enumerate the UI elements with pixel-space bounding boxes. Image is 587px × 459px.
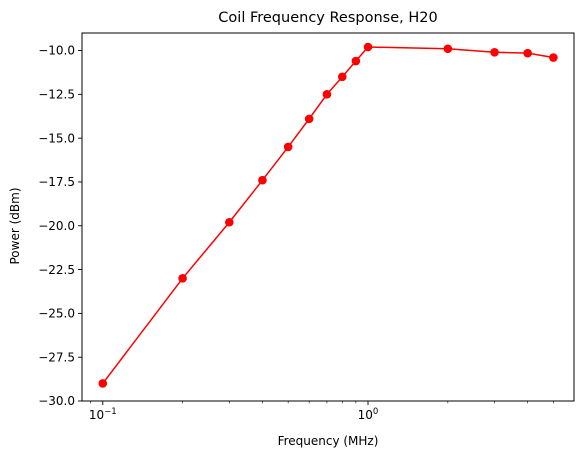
series-group	[98, 42, 558, 388]
y-tick-label: −12.5	[38, 88, 75, 102]
data-point	[304, 114, 314, 124]
y-tick-label: −20.0	[38, 219, 75, 233]
y-axis-label: Power (dBm)	[8, 188, 22, 265]
data-point	[178, 274, 187, 283]
x-ticks: 10−1 100	[89, 401, 554, 422]
data-point	[98, 379, 108, 388]
data-point	[322, 90, 332, 99]
y-tick-label: −27.5	[38, 350, 75, 364]
chart-title: Coil Frequency Response, H20	[218, 10, 437, 26]
data-point	[225, 217, 234, 227]
data-point	[443, 44, 453, 54]
data-point	[283, 142, 293, 152]
y-tick-label: −10.0	[38, 44, 75, 58]
series-line	[102, 46, 554, 384]
data-point	[258, 175, 267, 185]
data-point	[337, 72, 347, 82]
x-tick-label: 100	[358, 407, 379, 422]
data-point	[351, 56, 361, 66]
y-tick-label: −25.0	[38, 307, 75, 321]
y-tick-label: −15.0	[38, 131, 75, 145]
y-tick-label: −17.5	[38, 175, 75, 189]
data-point	[490, 47, 499, 57]
x-axis-label: Frequency (MHz)	[278, 434, 379, 448]
plot-frame	[81, 32, 575, 402]
data-point	[523, 48, 532, 58]
y-tick-label: −30.0	[38, 394, 75, 408]
x-tick-label: 10−1	[89, 407, 117, 422]
data-point	[549, 53, 558, 62]
y-ticks: −10.0 −12.5 −15.0 −17.5 −20.0 −22.5 −25.0 −27.5…	[38, 44, 82, 408]
y-tick-label: −22.5	[38, 263, 75, 277]
data-point	[363, 42, 373, 52]
